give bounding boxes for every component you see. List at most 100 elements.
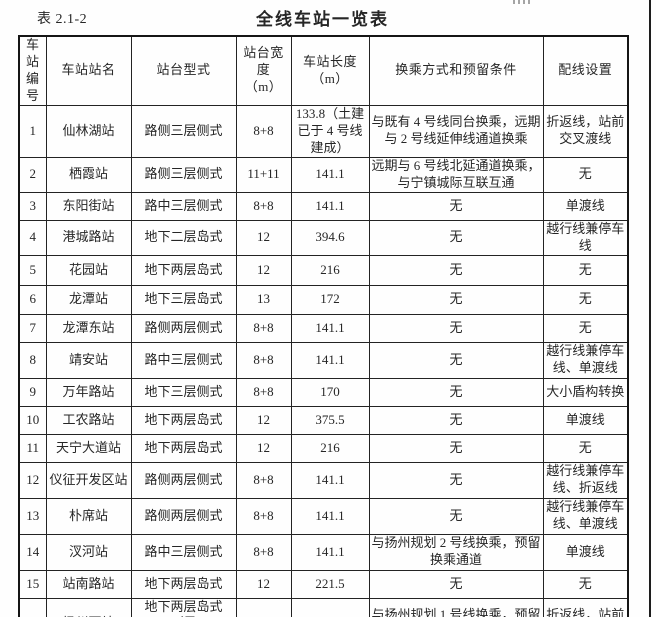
- cell-platform-type: 地下两层岛式: [130, 433, 237, 463]
- cell-platform-width: 8+8: [235, 377, 292, 407]
- cell-station-length: 141.1: [290, 341, 370, 379]
- cell-station-no: 10: [18, 405, 47, 435]
- cell-track-config: 大小盾构转换: [542, 377, 629, 407]
- table-row: 2 栖霞站 路侧三层侧式 11+11 141.1 远期与 6 号线北延通道换乘，…: [18, 156, 629, 193]
- cell-station-no: 6: [18, 284, 47, 315]
- cell-platform-width: 8+8: [235, 497, 292, 535]
- table-row: 16 扬州西站 地下两层岛式（局 部三层） 14 474.8 与扬州规划 1 号…: [18, 597, 629, 617]
- col-header-station-name: 车站站名: [45, 35, 132, 106]
- cell-transfer: 无: [368, 405, 544, 435]
- cell-platform-width: 8+8: [235, 104, 292, 158]
- page-right-edge-line: [649, 0, 651, 617]
- smudge-artifact: [513, 0, 532, 4]
- table-row: 3 东阳街站 路中三层侧式 8+8 141.1 无 单渡线: [18, 191, 629, 221]
- cell-platform-width: 12: [235, 405, 292, 435]
- cell-transfer: 无: [368, 254, 544, 286]
- cell-station-name: 朴席站: [45, 497, 132, 535]
- cell-transfer: 无: [368, 433, 544, 463]
- cell-platform-type: 路侧两层侧式: [130, 497, 237, 535]
- cell-track-config: 越行线兼停车 线: [542, 219, 629, 256]
- cell-transfer: 无: [368, 461, 544, 499]
- cell-track-config: 越行线兼停车 线、单渡线: [542, 341, 629, 379]
- cell-station-no: 4: [18, 219, 47, 256]
- cell-station-length: 375.5: [290, 405, 370, 435]
- cell-platform-type: 地下两层岛式: [130, 569, 237, 599]
- cell-station-length: 141.1: [290, 461, 370, 499]
- cell-platform-type: 路中三层侧式: [130, 533, 237, 571]
- cell-station-length: 141.1: [290, 313, 370, 343]
- cell-station-name: 汊河站: [45, 533, 132, 571]
- cell-station-name: 仙林湖站: [45, 104, 132, 158]
- cell-platform-type: 路中三层侧式: [130, 341, 237, 379]
- cell-track-config: 越行线兼停车 线、单渡线: [542, 497, 629, 535]
- cell-station-name: 栖霞站: [45, 156, 132, 193]
- cell-transfer: 无: [368, 219, 544, 256]
- col-header-platform-width: 站台宽度 （m）: [235, 35, 292, 106]
- cell-station-length: 221.5: [290, 569, 370, 599]
- cell-track-config: 折返线，站前 交叉渡线: [542, 104, 629, 158]
- cell-platform-type: 路侧两层侧式: [130, 461, 237, 499]
- cell-transfer: 与扬州规划 2 号线换乘，预留 换乘通道: [368, 533, 544, 571]
- table-row: 10 工农路站 地下两层岛式 12 375.5 无 单渡线: [18, 405, 629, 435]
- cell-track-config: 无: [542, 254, 629, 286]
- cell-station-length: 141.1: [290, 191, 370, 221]
- cell-station-name: 港城路站: [45, 219, 132, 256]
- cell-station-no: 16: [18, 597, 47, 617]
- cell-platform-type: 路侧三层侧式: [130, 104, 237, 158]
- col-header-track-config: 配线设置: [542, 35, 629, 106]
- cell-station-length: 474.8: [290, 597, 370, 617]
- cell-station-length: 170: [290, 377, 370, 407]
- cell-station-name: 万年路站: [45, 377, 132, 407]
- cell-platform-width: 8+8: [235, 461, 292, 499]
- cell-track-config: 折返线，站前 交叉渡线: [542, 597, 629, 617]
- cell-station-length: 141.1: [290, 156, 370, 193]
- cell-station-name: 龙潭东站: [45, 313, 132, 343]
- table-row: 4 港城路站 地下二层岛式 12 394.6 无 越行线兼停车 线: [18, 219, 629, 256]
- cell-platform-width: 12: [235, 254, 292, 286]
- cell-station-no: 15: [18, 569, 47, 599]
- cell-station-no: 12: [18, 461, 47, 499]
- cell-platform-type: 地下两层岛式: [130, 254, 237, 286]
- cell-platform-type: 地下二层岛式: [130, 219, 237, 256]
- table-row: 1 仙林湖站 路侧三层侧式 8+8 133.8（土建 已于 4 号线 建成） 与…: [18, 104, 629, 158]
- cell-platform-width: 8+8: [235, 341, 292, 379]
- cell-station-name: 花园站: [45, 254, 132, 286]
- cell-station-no: 1: [18, 104, 47, 158]
- cell-platform-type: 地下两层岛式: [130, 405, 237, 435]
- table-row: 12 仪征开发区站 路侧两层侧式 8+8 141.1 无 越行线兼停车 线、折返…: [18, 461, 629, 499]
- cell-platform-width: 12: [235, 219, 292, 256]
- table-header: 车站 编号 车站站名 站台型式 站台宽度 （m） 车站长度 （m） 换乘方式和预…: [18, 35, 629, 106]
- table-row: 15 站南路站 地下两层岛式 12 221.5 无 无: [18, 569, 629, 599]
- cell-station-name: 扬州西站: [45, 597, 132, 617]
- cell-track-config: 无: [542, 433, 629, 463]
- stations-tbody: 1 仙林湖站 路侧三层侧式 8+8 133.8（土建 已于 4 号线 建成） 与…: [18, 104, 629, 617]
- cell-platform-type: 地下三层岛式: [130, 284, 237, 315]
- cell-track-config: 单渡线: [542, 405, 629, 435]
- col-header-station-length: 车站长度 （m）: [290, 35, 370, 106]
- cell-platform-type: 地下三层侧式: [130, 377, 237, 407]
- cell-transfer: 无: [368, 313, 544, 343]
- cell-transfer: 无: [368, 341, 544, 379]
- cell-platform-width: 11+11: [235, 156, 292, 193]
- cell-track-config: 单渡线: [542, 191, 629, 221]
- cell-station-name: 站南路站: [45, 569, 132, 599]
- table-row: 14 汊河站 路中三层侧式 8+8 141.1 与扬州规划 2 号线换乘，预留 …: [18, 533, 629, 571]
- cell-platform-width: 12: [235, 569, 292, 599]
- table-row: 13 朴席站 路侧两层侧式 8+8 141.1 无 越行线兼停车 线、单渡线: [18, 497, 629, 535]
- stations-table: 车站 编号 车站站名 站台型式 站台宽度 （m） 车站长度 （m） 换乘方式和预…: [18, 35, 629, 617]
- cell-track-config: 单渡线: [542, 533, 629, 571]
- cell-platform-width: 14: [235, 597, 292, 617]
- cell-platform-type: 路侧三层侧式: [130, 156, 237, 193]
- cell-station-length: 394.6: [290, 219, 370, 256]
- cell-track-config: 无: [542, 313, 629, 343]
- table-row: 8 靖安站 路中三层侧式 8+8 141.1 无 越行线兼停车 线、单渡线: [18, 341, 629, 379]
- table-row: 11 天宁大道站 地下两层岛式 12 216 无 无: [18, 433, 629, 463]
- page-title: 全线车站一览表: [256, 10, 389, 29]
- cell-platform-width: 8+8: [235, 313, 292, 343]
- cell-station-name: 东阳街站: [45, 191, 132, 221]
- cell-platform-width: 8+8: [235, 191, 292, 221]
- cell-station-length: 141.1: [290, 497, 370, 535]
- cell-platform-width: 12: [235, 433, 292, 463]
- cell-station-no: 9: [18, 377, 47, 407]
